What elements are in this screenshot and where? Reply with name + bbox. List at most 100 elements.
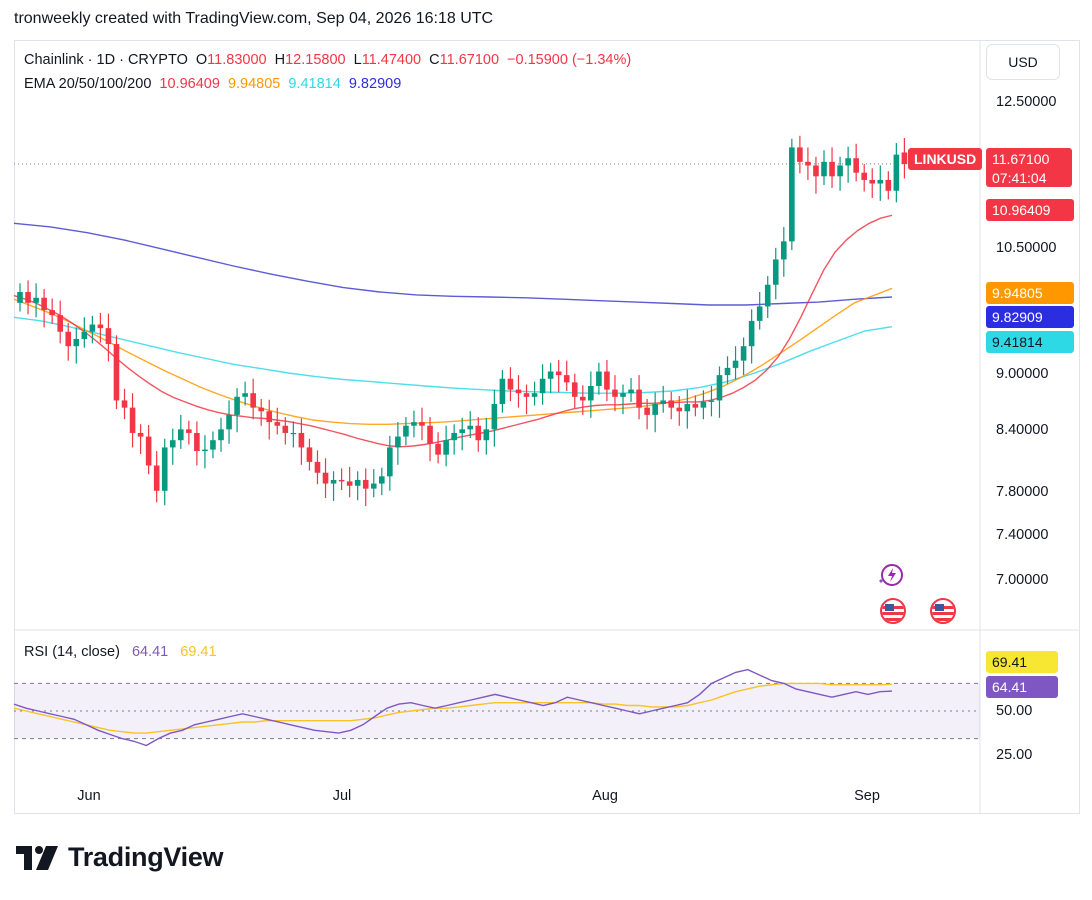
price-tick: 7.80000	[996, 484, 1049, 500]
candle-body	[145, 436, 152, 466]
last-price-tag: 11.67100 07:41:04	[986, 148, 1072, 187]
candle-body	[781, 241, 787, 260]
close-label: C	[429, 52, 440, 68]
ema-label[interactable]: EMA 20/50/100/200	[24, 76, 152, 92]
ema20-line	[13, 214, 893, 448]
candle-body	[563, 375, 570, 383]
candle-body	[467, 425, 474, 430]
candle-body	[628, 389, 634, 394]
candle-body	[523, 393, 530, 397]
tradingview-logo-mark	[16, 845, 58, 870]
us-flag-icon[interactable]	[930, 598, 956, 624]
candle-body	[210, 440, 216, 450]
candle-body	[764, 284, 771, 307]
symbol-label[interactable]: Chainlink · 1D · CRYPTO	[24, 52, 188, 68]
candle-body	[716, 375, 723, 401]
candle-body	[829, 161, 835, 177]
candle-body	[612, 389, 618, 397]
candle-body	[772, 259, 779, 285]
ema20-value: 10.96409	[159, 76, 220, 92]
close-value: 11.67100	[439, 52, 500, 68]
candle-body	[877, 179, 884, 184]
candle-body	[97, 324, 104, 329]
lightning-icon[interactable]	[877, 563, 903, 589]
open-label: O	[195, 52, 208, 68]
ohlc-legend: Chainlink · 1D · CRYPTO O11.83000 H12.15…	[24, 52, 635, 68]
rsi-label[interactable]: RSI (14, close)	[24, 644, 120, 660]
candle-body	[314, 461, 321, 473]
rsi-legend: RSI (14, close) 64.41 69.41	[24, 644, 217, 660]
candle-body	[499, 378, 506, 405]
candle-body	[121, 400, 128, 408]
price-tick: 7.00000	[996, 572, 1049, 588]
ema50-tag: 9.94805	[986, 282, 1074, 304]
ema100-value: 9.41814	[288, 76, 341, 92]
candle-body	[403, 425, 409, 437]
chart-frame	[14, 40, 1080, 814]
candle-body	[700, 401, 707, 408]
ema20-tag: 10.96409	[986, 199, 1074, 221]
attribution: tronweekly created with TradingView.com,…	[14, 10, 494, 27]
candle-body	[435, 443, 441, 455]
rsi-ma-line	[13, 682, 893, 734]
candle-body	[491, 404, 498, 430]
candle-body	[218, 429, 224, 441]
candle-body	[660, 400, 666, 405]
candle-body	[813, 165, 819, 177]
candle-body	[893, 154, 900, 191]
candle-body	[644, 407, 650, 415]
low-label: L	[353, 52, 362, 68]
ema200-value: 9.82909	[348, 76, 402, 92]
rsi-tick: 25.00	[996, 747, 1033, 763]
rsi-ma-value: 69.41	[180, 644, 217, 660]
candle-body	[178, 429, 184, 441]
currency-button[interactable]: USD	[986, 44, 1060, 80]
x-tick: Aug	[592, 788, 618, 804]
candle-body	[515, 389, 522, 394]
price-tick: 8.40000	[996, 422, 1049, 438]
candle-body	[539, 378, 546, 394]
candle-body	[25, 291, 31, 303]
candle-body	[805, 161, 811, 166]
candle-body	[226, 414, 232, 430]
candle-body	[636, 389, 642, 408]
candle-body	[242, 393, 248, 397]
x-tick: Sep	[854, 788, 880, 804]
ema50-line	[13, 287, 893, 425]
candle-body	[724, 367, 731, 376]
candle-body	[668, 400, 675, 408]
us-flag-icon[interactable]	[880, 598, 906, 624]
candle-body	[748, 320, 755, 347]
candle-body	[411, 422, 417, 426]
candle-body	[845, 158, 851, 166]
candle-body	[202, 449, 208, 452]
symbol-tag: LINKUSD	[908, 148, 983, 170]
candle-body	[443, 440, 449, 455]
candle-body	[475, 425, 482, 441]
price-tick: 12.50000	[996, 94, 1057, 110]
candle-body	[901, 152, 908, 165]
candle-body	[33, 297, 39, 303]
candle-body	[732, 360, 739, 368]
ema100-line	[13, 316, 893, 394]
candle-body	[483, 429, 490, 441]
candle-body	[451, 432, 457, 441]
candle-body	[507, 378, 514, 390]
candle-body	[620, 393, 626, 397]
ema50-value: 9.94805	[227, 76, 281, 92]
candle-body	[266, 411, 273, 423]
tradingview-logo[interactable]: TradingView	[16, 842, 224, 873]
countdown: 07:41:04	[992, 170, 1047, 186]
candle-body	[571, 382, 578, 397]
candle-body	[169, 440, 176, 448]
candle-body	[346, 481, 353, 486]
rsi-line	[13, 668, 893, 747]
candle-body	[186, 429, 192, 433]
candle-body	[708, 400, 715, 402]
candle-body	[49, 310, 55, 316]
candle-body	[395, 436, 401, 448]
candle-body	[81, 331, 88, 339]
candle-body	[65, 331, 72, 347]
candle-body	[298, 432, 305, 448]
